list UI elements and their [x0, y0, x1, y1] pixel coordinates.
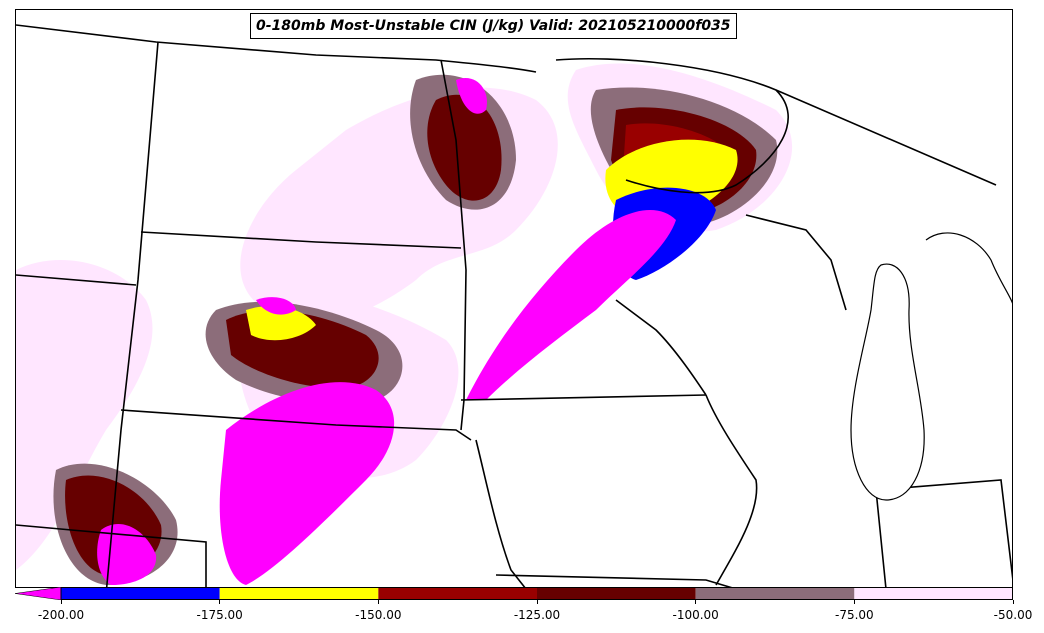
colorbar-tick-label: -75.00	[834, 608, 874, 622]
map-title: 0-180mb Most-Unstable CIN (J/kg) Valid: …	[250, 13, 737, 39]
colorbar-band	[695, 587, 855, 600]
state-border-il-in	[875, 489, 887, 587]
colorbar-tick-mark	[219, 600, 221, 604]
state-border-wy	[16, 274, 137, 286]
colorbar-band	[219, 587, 379, 600]
state-border-ne-ks	[16, 524, 207, 587]
cin-area-magenta	[466, 210, 676, 400]
state-border-mt-nd	[105, 41, 159, 587]
cin-area-darkred	[427, 94, 502, 201]
cin-shading	[16, 63, 793, 585]
colorbar-tick-mark	[377, 600, 379, 604]
state-border-mn-ia	[460, 394, 707, 401]
cin-area-magenta	[456, 78, 487, 114]
canada-ontario-border	[775, 89, 997, 186]
lake-superior-shore	[555, 57, 789, 194]
cin-map	[16, 24, 1012, 587]
colorbar-tick-mark	[853, 600, 855, 604]
colorbar-extend-min	[15, 587, 62, 600]
state-border-ia-il	[705, 394, 758, 586]
state-border-wi-mn	[615, 299, 707, 396]
state-border-in-oh	[875, 479, 1012, 579]
cin-area-light	[240, 87, 558, 323]
cin-area-magenta	[256, 297, 296, 315]
colorbar-band	[378, 587, 537, 600]
colorbar-band	[537, 587, 696, 600]
colorbar-tick-label: -200.00	[37, 608, 85, 622]
colorbar-tick-label: -50.00	[993, 608, 1033, 622]
lake-huron-shore	[925, 232, 1012, 304]
cin-area-light	[16, 260, 153, 570]
colorbar-tick-mark	[695, 600, 697, 604]
state-border-sd-ne	[120, 409, 472, 441]
state-border-mo-north	[495, 574, 733, 587]
colorbar-tick-mark	[60, 600, 62, 604]
colorbar-tick-label: -150.00	[355, 608, 402, 622]
colorbar	[15, 587, 1013, 600]
colorbar-outline	[60, 587, 1013, 600]
colorbar-tick-label: -175.00	[196, 608, 243, 622]
colorbar-tick-label: -100.00	[672, 608, 719, 622]
boundaries	[16, 24, 1012, 587]
canada-us-border	[16, 24, 537, 73]
state-border-nd-sd	[140, 231, 462, 249]
state-border-mn-west	[440, 59, 467, 431]
colorbar-band	[854, 587, 1013, 600]
colorbar-tick-mark	[536, 600, 538, 604]
cin-area-magenta	[97, 524, 157, 585]
state-border-wi-mi	[745, 214, 847, 311]
map-panel	[15, 9, 1013, 588]
state-border-ia-mo	[475, 439, 526, 587]
lake-michigan	[850, 263, 925, 501]
cin-area-magenta	[219, 382, 395, 585]
colorbar-tick-mark	[1012, 600, 1014, 604]
cin-area-yellow	[246, 305, 316, 341]
colorbar-tick-label: -125.00	[513, 608, 561, 622]
colorbar-band	[61, 587, 220, 600]
